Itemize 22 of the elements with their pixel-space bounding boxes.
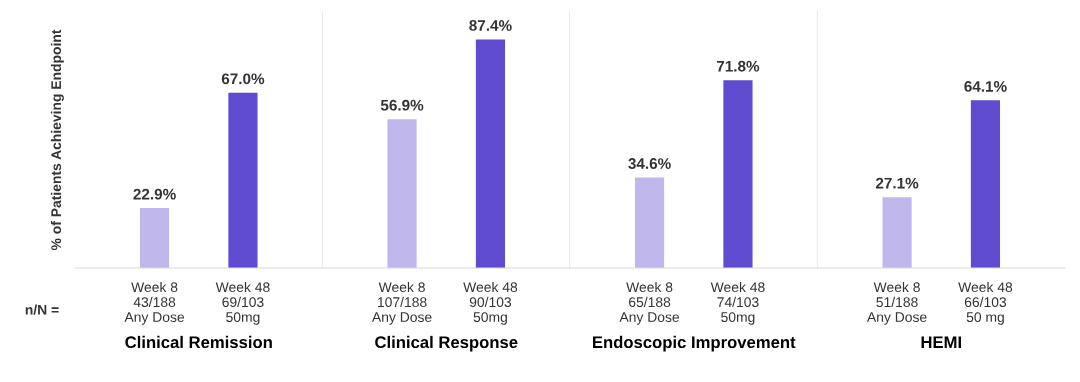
- data-label: 67.0%: [221, 73, 265, 85]
- x-axis-title: Clinical Response: [375, 335, 518, 352]
- data-label: 27.1%: [875, 177, 919, 189]
- x-tick-label: Week 8 43/188 Any Dose: [124, 281, 185, 325]
- data-label: 87.4%: [469, 20, 512, 31]
- x-tick-label: Week 48 74/103 50mg: [710, 281, 765, 325]
- x-axis-title: Endoscopic Improvement: [593, 335, 796, 352]
- x-tick-label: Week 48 90/103 50mg: [463, 281, 518, 325]
- data-label: 64.1%: [964, 80, 1007, 92]
- x-axis-title: Clinical Remission: [125, 335, 272, 349]
- data-label: 71.8%: [716, 60, 760, 72]
- x-tick-label: Week 8 51/188 Any Dose: [866, 281, 927, 325]
- x-axis-title: HEMI: [921, 336, 961, 348]
- text: n/N =: [25, 304, 59, 315]
- data-label: 56.9%: [380, 99, 424, 111]
- data-label: 34.6%: [628, 158, 671, 169]
- x-tick-label: Week 8 107/188 Any Dose: [371, 281, 432, 325]
- x-tick-label: Week 48 69/103 50mg: [215, 281, 270, 325]
- x-tick-label: Week 8 65/188 Any Dose: [619, 281, 680, 325]
- x-tick-label: Week 48 66/103 50 mg: [958, 281, 1013, 325]
- y-axis-title: % of Patients Achieving Endpoint: [50, 29, 64, 251]
- data-label: 22.9%: [133, 188, 176, 200]
